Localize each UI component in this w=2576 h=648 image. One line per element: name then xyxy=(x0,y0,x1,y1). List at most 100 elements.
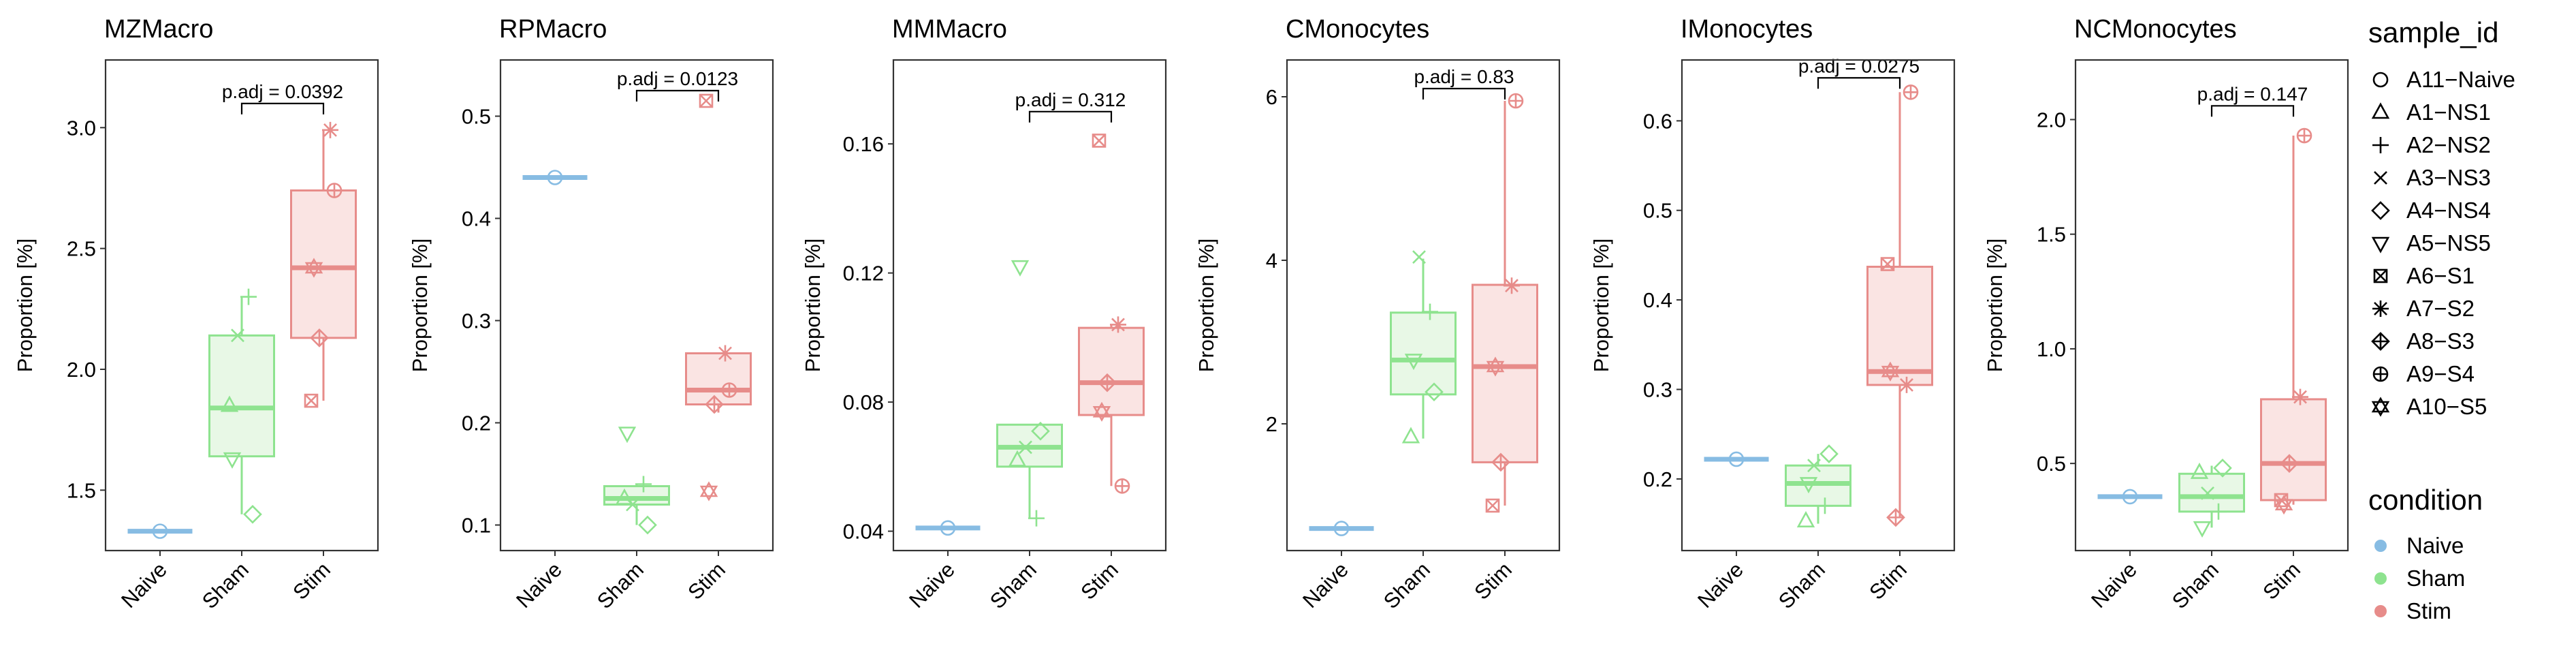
data-point-a1-ns1 xyxy=(220,395,239,412)
data-point-a9-s4 xyxy=(1114,478,1130,494)
data-point-a11-naive xyxy=(1333,521,1350,536)
legend-item-sample: A8−S3 xyxy=(2371,328,2475,354)
panel-title: CMonocytes xyxy=(1286,15,1429,44)
data-point-a3-ns3 xyxy=(1807,459,1821,473)
data-point-a5-ns5 xyxy=(1011,260,1030,277)
x-tick-label: Naive xyxy=(2086,557,2142,613)
legend-label: Sham xyxy=(2406,566,2465,591)
data-point-a3-ns3 xyxy=(1412,250,1426,264)
data-point-a9-s4 xyxy=(326,183,343,198)
legend-label: A4−NS4 xyxy=(2406,198,2491,223)
data-point-a2-ns2 xyxy=(1028,510,1045,527)
significance-bracket xyxy=(1028,110,1113,123)
data-point-a5-ns5 xyxy=(1404,354,1423,371)
x-tick-label: Sham xyxy=(1379,557,1435,613)
y-tick-label: 0.04 xyxy=(843,520,884,544)
data-point-a7-s2 xyxy=(1504,277,1520,294)
plot-frame xyxy=(1681,59,1956,552)
legend-item-sample: A6−S1 xyxy=(2373,263,2475,288)
data-point-a6-s1 xyxy=(1880,257,1895,271)
y-tick-label: 0.5 xyxy=(2037,452,2066,476)
data-point-a2-ns2 xyxy=(1422,303,1438,320)
y-axis-title: Proportion [%] xyxy=(1589,238,1613,372)
data-point-a4-ns4 xyxy=(1031,421,1050,441)
panel-cmonocytes: CMonocytes Proportion [%] 2 4 6 Naive Sham Stim… xyxy=(1194,15,1561,613)
legend-key-cross-icon xyxy=(2374,171,2387,185)
legend-key-square-cross-icon xyxy=(2373,268,2388,283)
plot-frame xyxy=(2074,59,2349,552)
legend-item-condition: Stim xyxy=(2374,598,2451,623)
data-point-a8-s3 xyxy=(1886,508,1905,527)
legend-key-asterisk-icon xyxy=(2372,300,2389,317)
data-point-a11-naive xyxy=(547,170,563,185)
data-point-a3-ns3 xyxy=(626,497,639,512)
significance-bracket xyxy=(1817,77,1901,89)
legend-label: A5−NS5 xyxy=(2406,230,2491,256)
y-tick-label: 0.5 xyxy=(1643,199,1672,223)
box-iqr xyxy=(1472,283,1538,463)
significance-label: p.adj = 0.312 xyxy=(1015,89,1126,110)
data-point-a2-ns2 xyxy=(240,288,257,305)
plot-frame xyxy=(499,59,774,552)
data-point-a6-s1 xyxy=(1485,498,1500,513)
box-iqr xyxy=(603,485,670,506)
y-tick-label: 0.4 xyxy=(1643,288,1672,312)
significance-bracket xyxy=(240,102,325,114)
data-point-a9-s4 xyxy=(1903,84,1919,100)
y-tick-label: 2.5 xyxy=(67,237,96,261)
box-iqr xyxy=(685,352,752,405)
data-point-a1-ns1 xyxy=(1401,427,1420,444)
legend-key-star-of-david-icon xyxy=(2371,397,2390,417)
data-point-a7-s2 xyxy=(322,121,338,138)
data-point-a10-s5 xyxy=(1092,401,1111,422)
box-iqr xyxy=(290,189,357,339)
significance-label: p.adj = 0.83 xyxy=(1414,66,1514,87)
x-tick-label: Stim xyxy=(2258,557,2305,604)
data-point-a7-s2 xyxy=(717,345,733,362)
x-tick-label: Naive xyxy=(1693,557,1748,613)
legend-item-sample: A2−NS2 xyxy=(2372,132,2491,157)
legend-key-diamond-plus-icon xyxy=(2371,332,2390,351)
box-sham xyxy=(2178,465,2245,528)
data-point-a4-ns4 xyxy=(2213,459,2232,478)
y-tick-label: 0.2 xyxy=(1643,467,1672,491)
x-tick-label: Stim xyxy=(1469,557,1516,604)
panel-ncmonocytes: NCMonocytes Proportion [%] 0.5 1.0 1.5 2.0 Nai… xyxy=(1983,15,2349,613)
significance-label: p.adj = 0.0392 xyxy=(222,81,343,102)
y-tick-label: 1.5 xyxy=(2037,223,2066,247)
plot-frame xyxy=(1286,59,1561,552)
x-tick-label: Naive xyxy=(511,557,567,613)
legend-item-sample: A1−NS1 xyxy=(2371,99,2491,125)
box-iqr xyxy=(208,334,275,458)
data-point-a8-s3 xyxy=(2280,454,2299,473)
y-axis-title: Proportion [%] xyxy=(1194,238,1218,372)
box-sham xyxy=(603,484,670,525)
legend-label: A10−S5 xyxy=(2406,394,2487,419)
legend-key-diamond-icon xyxy=(2371,201,2390,220)
data-point-a11-naive xyxy=(940,520,956,536)
box-iqr xyxy=(2260,398,2327,502)
significance-label: p.adj = 0.147 xyxy=(2197,83,2308,104)
y-tick-label: 2.0 xyxy=(2037,108,2066,132)
data-point-a7-s2 xyxy=(1898,376,1915,393)
data-point-a5-ns5 xyxy=(2193,521,2212,538)
y-tick-label: 0.1 xyxy=(462,514,491,538)
significance-label: p.adj = 0.0123 xyxy=(617,68,738,89)
plot-frame xyxy=(104,59,379,552)
legend-label: A11−Naive xyxy=(2406,67,2515,92)
legend-label: Naive xyxy=(2406,533,2464,558)
y-tick-label: 0.08 xyxy=(843,390,884,414)
data-point-a11-naive xyxy=(2122,489,2138,505)
box-stim xyxy=(1866,92,1933,518)
data-point-a8-s3 xyxy=(705,395,724,414)
legend-key-triangle-up-icon xyxy=(2371,102,2390,119)
y-tick-label: 0.5 xyxy=(462,105,491,129)
data-point-a11-naive xyxy=(152,523,168,539)
panel-title: MZMacro xyxy=(104,15,213,44)
data-point-a3-ns3 xyxy=(1019,440,1032,454)
box-sham xyxy=(1390,258,1457,439)
box-iqr xyxy=(1866,266,1933,386)
legend-key-dot-icon xyxy=(2374,540,2387,552)
significance-bracket xyxy=(2210,105,2295,117)
legend-label: Stim xyxy=(2406,598,2451,623)
